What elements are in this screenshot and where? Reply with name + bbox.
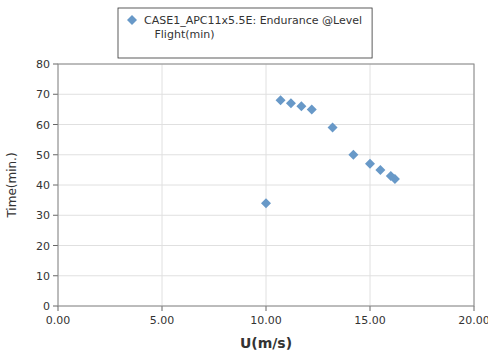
legend-frame <box>118 8 372 58</box>
y-tick-label: 70 <box>36 88 50 101</box>
scatter-point <box>365 159 375 169</box>
legend-marker <box>127 15 137 25</box>
x-tick-label: 15.00 <box>354 314 386 327</box>
y-grid-line <box>58 94 474 95</box>
grid <box>58 64 474 306</box>
legend: CASE1_APC11x5.5E: Endurance @Level Fligh… <box>118 8 372 58</box>
y-tick-label: 20 <box>36 240 50 253</box>
x-tick <box>162 306 163 311</box>
y-tick <box>53 124 58 125</box>
y-tick-label: 10 <box>36 270 50 283</box>
y-tick-label: 60 <box>36 119 50 132</box>
x-tick-label: 0.00 <box>46 314 71 327</box>
y-grid-line <box>58 124 474 125</box>
x-tick <box>474 306 475 311</box>
y-grid-line <box>58 154 474 155</box>
y-grid-line <box>58 275 474 276</box>
y-tick <box>53 64 58 65</box>
scatter-point <box>261 198 271 208</box>
y-tick <box>53 215 58 216</box>
x-axis-label: U(m/s) <box>240 335 292 351</box>
scatter-point <box>375 165 385 175</box>
scatter-point <box>307 104 317 114</box>
x-tick <box>58 306 59 311</box>
plot-background <box>58 64 474 306</box>
x-tick-label: 5.00 <box>150 314 175 327</box>
y-tick-label: 30 <box>36 209 50 222</box>
y-tick-label: 50 <box>36 149 50 162</box>
x-tick-label: 10.00 <box>250 314 282 327</box>
legend-label: CASE1_APC11x5.5E: Endurance @Level Fligh… <box>144 14 362 41</box>
y-tick-label: 40 <box>36 179 50 192</box>
y-grid-line <box>58 215 474 216</box>
y-tick-label: 80 <box>36 58 50 71</box>
x-tick <box>266 306 267 311</box>
axes: 0.00 5.00 10.00 15.00 20.00 0 10 20 30 40 50 60 70 80 <box>36 58 488 327</box>
y-axis-label: Time(min.) <box>5 152 19 218</box>
scatter-point <box>276 95 286 105</box>
scatter-point <box>296 101 306 111</box>
scatter-point <box>328 123 338 133</box>
y-grid-line <box>58 185 474 186</box>
chart-container: 0.00 5.00 10.00 15.00 20.00 0 10 20 30 40 50 60 70 80… <box>0 0 488 364</box>
y-tick <box>53 245 58 246</box>
y-tick <box>53 154 58 155</box>
data-points <box>261 95 400 208</box>
y-tick <box>53 94 58 95</box>
scatter-point <box>390 174 400 184</box>
y-tick <box>53 306 58 307</box>
chart-svg: 0.00 5.00 10.00 15.00 20.00 0 10 20 30 40 50 60 70 80… <box>0 0 488 364</box>
y-tick <box>53 275 58 276</box>
scatter-point <box>286 98 296 108</box>
x-tick-label: 20.00 <box>458 314 488 327</box>
y-tick-label: 0 <box>43 300 50 313</box>
y-tick <box>53 185 58 186</box>
x-tick <box>370 306 371 311</box>
plot-frame <box>58 64 474 306</box>
y-grid-line <box>58 245 474 246</box>
scatter-point <box>348 150 358 160</box>
